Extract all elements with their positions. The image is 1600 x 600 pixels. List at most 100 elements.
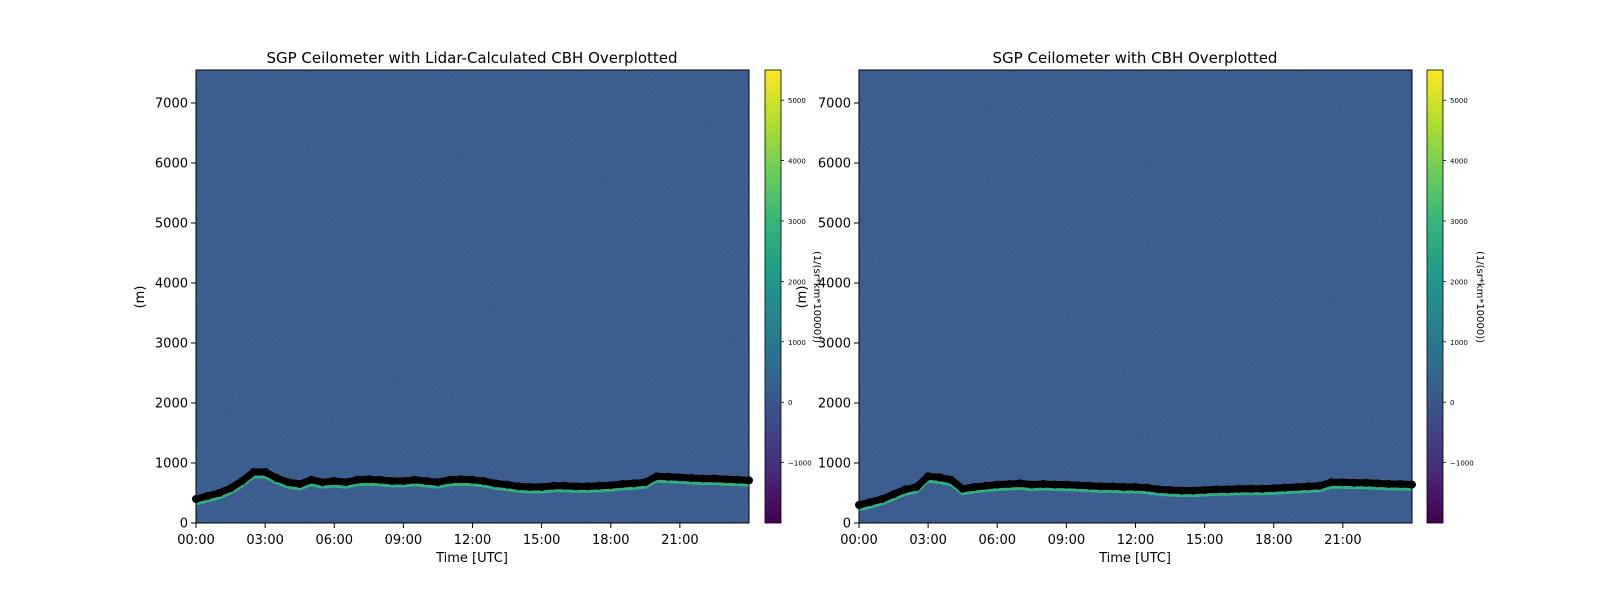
x-tick-label: 00:00 — [840, 533, 877, 548]
cbh-point — [364, 475, 373, 484]
y-tick-label: 5000 — [818, 217, 851, 232]
cbh-point — [560, 481, 569, 490]
cbh-point — [606, 481, 615, 490]
cbh-point — [1269, 484, 1278, 493]
cbh-point — [1373, 479, 1382, 488]
cbh-point — [491, 479, 500, 488]
cbh-point — [1177, 486, 1186, 495]
heatmap-noise — [196, 70, 749, 523]
cbh-point — [629, 479, 638, 488]
cbh-point — [1200, 486, 1209, 494]
cbh-point — [721, 475, 730, 484]
heatmap-noise — [859, 70, 1412, 523]
y-axis-label: (m) — [133, 286, 148, 309]
cbh-point — [353, 475, 362, 484]
colorbar-tick-label: 4000 — [788, 158, 806, 166]
cbh-point — [993, 480, 1002, 489]
cbh-point — [1027, 480, 1036, 489]
cbh-point — [981, 481, 990, 490]
cbh-point — [1039, 480, 1048, 488]
x-tick-label: 12:00 — [454, 533, 491, 548]
cbh-point — [1258, 484, 1267, 493]
x-tick-label: 06:00 — [316, 533, 353, 548]
cbh-point — [1246, 484, 1255, 493]
cbh-point — [1292, 483, 1301, 491]
colorbar-tick-label: 3000 — [1450, 218, 1468, 226]
x-tick-label: 21:00 — [1324, 533, 1361, 548]
cbh-point — [1073, 481, 1082, 490]
cbh-point — [1235, 484, 1244, 493]
cbh-point — [1189, 486, 1198, 495]
x-tick-label: 00:00 — [177, 533, 214, 548]
cbh-point — [307, 475, 316, 484]
y-tick-label: 2000 — [818, 397, 851, 412]
cbh-point — [226, 484, 235, 493]
chart-right: SGP Ceilometer with CBH Overplotted 0 100… — [795, 49, 1485, 566]
cbh-point — [641, 478, 650, 487]
y-tick-label: 5000 — [155, 217, 188, 232]
x-tick-label: 18:00 — [1255, 533, 1292, 548]
cbh-point — [387, 477, 396, 485]
cbh-point — [1396, 480, 1405, 488]
chart-title: SGP Ceilometer with CBH Overplotted — [993, 49, 1278, 67]
cbh-point — [503, 480, 512, 489]
y-tick-label: 7000 — [818, 97, 851, 112]
cbh-point — [1327, 478, 1336, 487]
cbh-point — [687, 474, 696, 482]
colorbar-tick-label: 1000 — [788, 339, 806, 347]
cbh-point — [284, 478, 293, 487]
y-tick-label: 0 — [180, 517, 188, 532]
cbh-point — [1315, 481, 1324, 490]
colorbar-tick-label: 5000 — [1450, 97, 1468, 105]
y-tick-label: 1000 — [155, 457, 188, 472]
cbh-point — [295, 480, 304, 488]
cbh-point — [901, 485, 910, 494]
cbh-point — [572, 482, 581, 491]
cbh-overlay — [855, 472, 1416, 512]
colorbar-tick-label: −1000 — [788, 460, 812, 468]
y-tick-label: 0 — [843, 517, 851, 532]
colorbar-tick-label: 1000 — [1450, 339, 1468, 347]
cbh-point — [1050, 480, 1059, 489]
cloud-edge-line — [195, 475, 750, 506]
cbh-overlay — [192, 468, 753, 506]
colorbar-tick-label: 2000 — [788, 278, 806, 286]
cloud-edge-line — [858, 479, 1413, 512]
cbh-point — [537, 483, 546, 491]
x-tick-label: 03:00 — [909, 533, 946, 548]
cbh-point — [1338, 478, 1347, 487]
x-tick-label: 21:00 — [661, 533, 698, 548]
chart-left: SGP Ceilometer with Lidar-Calculated CBH… — [133, 49, 822, 566]
x-tick-label: 15:00 — [1186, 533, 1223, 548]
cbh-point — [664, 472, 673, 481]
y-tick-label: 6000 — [818, 157, 851, 172]
cbh-point — [970, 483, 979, 491]
cbh-point — [272, 474, 281, 482]
cbh-point — [526, 483, 535, 491]
x-axis-label: Time [UTC] — [1098, 551, 1171, 566]
chart-title: SGP Ceilometer with Lidar-Calculated CBH… — [266, 49, 677, 67]
cbh-point — [514, 482, 523, 491]
cbh-point — [733, 475, 742, 484]
cbh-point — [456, 475, 465, 484]
cbh-point — [924, 472, 933, 481]
cbh-point — [710, 474, 719, 483]
cbh-point — [249, 468, 258, 476]
colorbar-ticks: −1000 0 1000 2000 3000 4000 5000 — [781, 97, 812, 468]
cbh-point — [399, 477, 408, 485]
x-tick-label: 03:00 — [246, 533, 283, 548]
cbh-point — [1154, 485, 1163, 494]
cbh-point — [1062, 480, 1071, 489]
x-tick-label: 12:00 — [1117, 533, 1154, 548]
cbh-point — [1096, 482, 1105, 491]
cbh-point — [1108, 482, 1117, 491]
y-tick-label: 3000 — [818, 337, 851, 352]
x-tick-label: 09:00 — [1048, 533, 1085, 548]
cbh-point — [1281, 483, 1290, 492]
y-tick-label: 3000 — [155, 337, 188, 352]
cbh-point — [652, 472, 661, 481]
cbh-point — [935, 473, 944, 482]
cbh-point — [583, 482, 592, 491]
colorbar-tick-label: 0 — [788, 399, 792, 407]
